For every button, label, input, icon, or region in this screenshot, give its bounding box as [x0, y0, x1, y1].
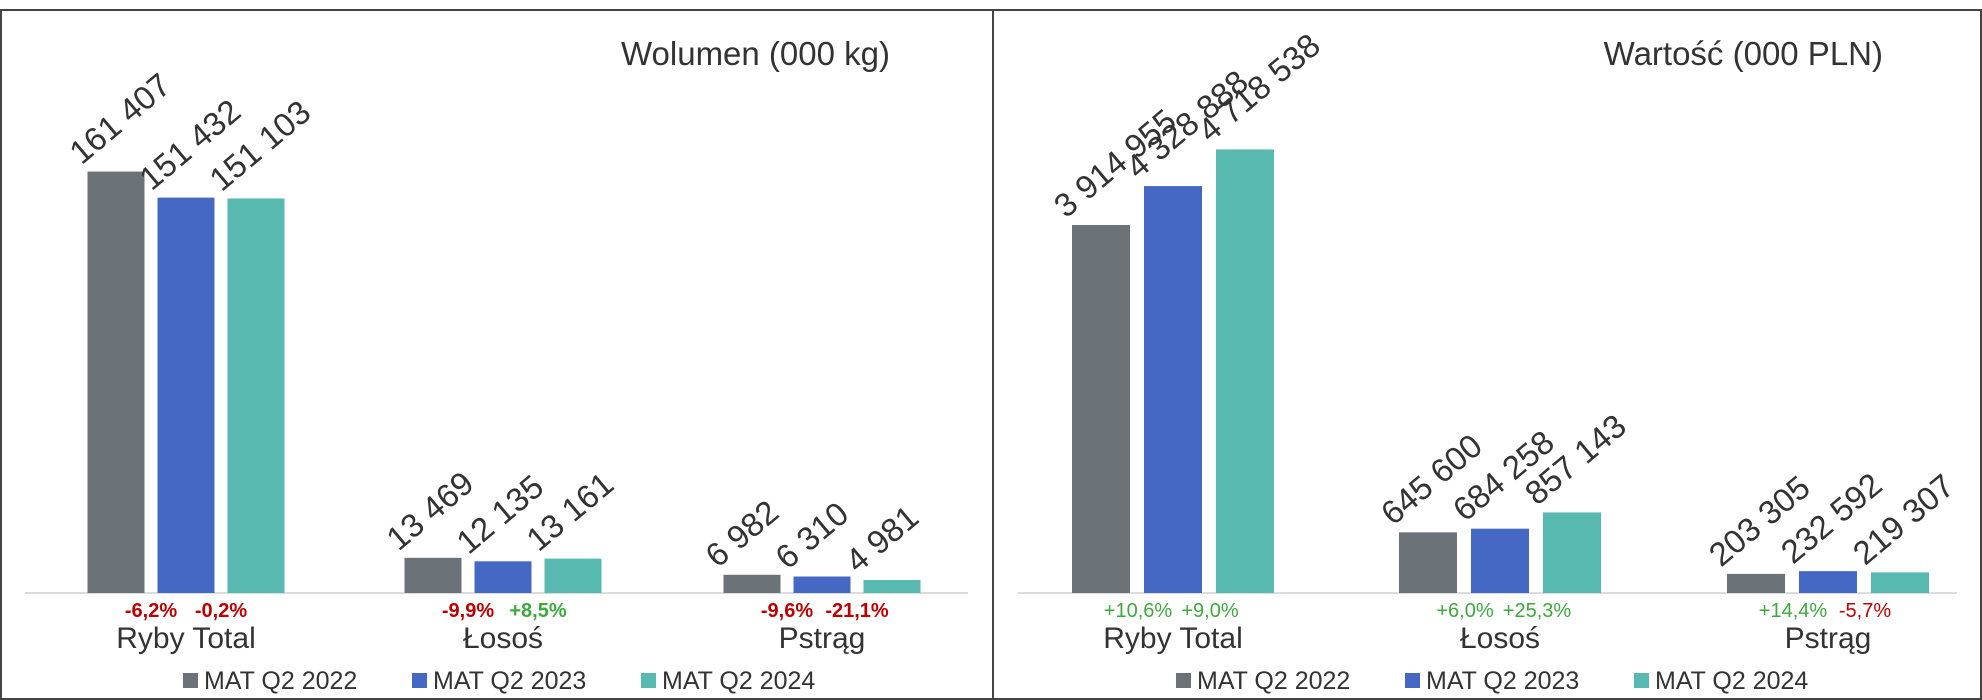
- change-label: +25,3%: [1503, 600, 1572, 622]
- chart-title: Wartość (000 PLN): [1604, 35, 1883, 72]
- x-tick-label: Łosoś: [463, 622, 543, 655]
- bar: [405, 558, 462, 593]
- change-label: +8,5%: [509, 600, 566, 622]
- x-tick-label: Ryby Total: [116, 622, 256, 655]
- bar: [1543, 512, 1601, 593]
- bar: [1072, 225, 1130, 593]
- bar: [545, 559, 602, 593]
- bar: [1799, 571, 1857, 593]
- bar: [1399, 532, 1457, 593]
- legend-swatch: [183, 673, 198, 688]
- legend-swatch: [641, 673, 656, 688]
- change-label: -9,6%: [761, 600, 813, 622]
- bar: [228, 198, 285, 593]
- change-label: +10,6%: [1104, 600, 1173, 622]
- change-label: -6,2%: [125, 600, 177, 622]
- legend-label: MAT Q2 2023: [1426, 667, 1579, 695]
- x-tick-label: Łosoś: [1460, 622, 1540, 655]
- change-label: +9,0%: [1181, 600, 1238, 622]
- legend-swatch: [1176, 673, 1191, 688]
- bar: [1471, 529, 1529, 593]
- x-tick-label: Ryby Total: [1103, 622, 1243, 655]
- x-tick-label: Pstrąg: [779, 622, 866, 655]
- bar: [724, 575, 781, 593]
- x-tick-label: Pstrąg: [1785, 622, 1872, 655]
- right-panel: [993, 10, 1981, 699]
- change-label: -21,1%: [825, 600, 889, 622]
- change-label: +6,0%: [1436, 600, 1493, 622]
- change-label: -9,9%: [442, 600, 494, 622]
- change-label: -5,7%: [1839, 600, 1891, 622]
- bar: [158, 198, 215, 593]
- data-label: 6 310: [768, 494, 855, 575]
- legend-label: MAT Q2 2022: [1197, 667, 1350, 695]
- legend-label: MAT Q2 2022: [204, 667, 357, 695]
- bar: [1216, 149, 1274, 593]
- bar: [475, 561, 532, 593]
- legend-label: MAT Q2 2023: [433, 667, 586, 695]
- chart-title: Wolumen (000 kg): [621, 35, 890, 72]
- data-label: 6 982: [698, 493, 785, 574]
- legend-swatch: [1405, 673, 1420, 688]
- bar: [864, 580, 921, 593]
- legend-label: MAT Q2 2024: [662, 667, 815, 695]
- bar: [1144, 186, 1202, 593]
- legend-label: MAT Q2 2024: [1655, 667, 1808, 695]
- bar: [88, 172, 145, 593]
- change-label: +14,4%: [1759, 600, 1828, 622]
- change-label: -0,2%: [195, 600, 247, 622]
- legend-swatch: [412, 673, 427, 688]
- data-label: 4 981: [838, 498, 925, 579]
- bar: [794, 577, 851, 593]
- bar: [1871, 572, 1929, 593]
- bar: [1727, 574, 1785, 593]
- legend-swatch: [1634, 673, 1649, 688]
